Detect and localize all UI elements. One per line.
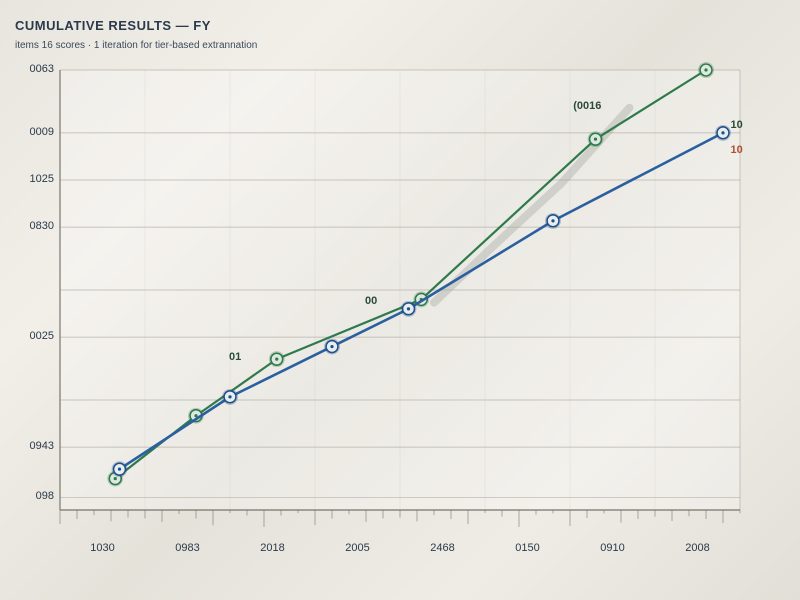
y-tick-label: 1025 [6, 173, 54, 185]
chart-subtitle: items 16 scores · 1 iteration for tier-b… [15, 40, 257, 51]
x-tick-label: 0150 [498, 542, 558, 554]
y-tick-label: 098 [6, 490, 54, 502]
x-tick-label: 2468 [413, 542, 473, 554]
annotation-label: 10 [731, 119, 743, 131]
x-tick-label: 1030 [73, 542, 133, 554]
x-tick-label: 0983 [158, 542, 218, 554]
annotation-label: 10 [731, 144, 743, 156]
y-tick-label: 0009 [6, 126, 54, 138]
x-tick-label: 0910 [583, 542, 643, 554]
line-chart: CUMULATIVE RESULTS — FY items 16 scores … [0, 0, 800, 600]
chart-canvas [0, 0, 800, 600]
y-tick-label: 0063 [6, 63, 54, 75]
x-tick-label: 2008 [668, 542, 728, 554]
chart-title: CUMULATIVE RESULTS — FY [15, 18, 211, 33]
x-tick-label: 2018 [243, 542, 303, 554]
y-tick-label: 0025 [6, 330, 54, 342]
x-tick-label: 2005 [328, 542, 388, 554]
annotation-label: 01 [229, 351, 241, 363]
y-tick-label: 0830 [6, 220, 54, 232]
annotation-label: 00 [365, 295, 377, 307]
y-tick-label: 0943 [6, 440, 54, 452]
annotation-label: (0016 [573, 100, 601, 112]
